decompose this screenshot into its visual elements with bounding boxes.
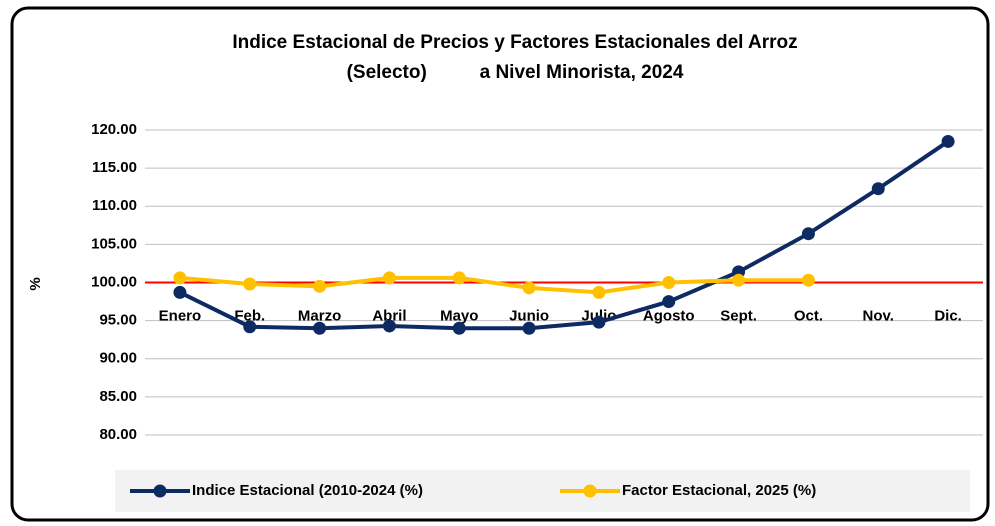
y-tick-label: 90.00 [99,350,137,367]
x-tick-label: Nov. [863,307,894,324]
point [662,276,676,289]
x-tick-label: Feb. [234,307,265,324]
point [452,321,466,335]
x-tick-label: Mayo [440,307,478,324]
point [941,134,955,148]
point [871,182,885,196]
x-tick-label: Junio [509,307,549,324]
chart-title: Indice Estacional de Precios y Factores … [232,32,797,53]
point [592,315,606,329]
x-tick-label: Marzo [298,307,341,324]
point [243,277,257,291]
y-tick-label: 110.00 [92,197,137,214]
y-tick-label: 115.00 [92,159,137,176]
point [382,271,396,285]
y-tick-label: 85.00 [99,388,137,405]
legend [115,470,970,512]
legend-label: Factor Estacional, 2025 (%) [622,482,816,499]
x-tick-label: Oct. [794,307,823,324]
y-tick-label: 120.00 [91,121,137,138]
point [173,285,187,299]
point [452,271,466,285]
y-tick-label: 95.00 [99,312,137,329]
x-tick-label: Enero [159,307,202,324]
point [801,227,815,241]
x-tick-label: Abril [372,307,406,324]
point [313,321,327,335]
point [382,319,396,333]
chart-title: (Selecto) a Nivel Minorista, 2024 [347,62,684,83]
legend-marker [583,484,597,498]
point [243,320,257,334]
point [522,321,536,335]
y-axis-label: % [27,277,44,290]
y-tick-label: 105.00 [91,235,137,252]
point [592,285,606,299]
series-line [179,275,809,295]
x-tick-label: Agosto [643,307,695,324]
point [313,279,327,293]
x-tick-label: Sept. [720,307,757,324]
point [522,281,536,295]
legend-label: Indice Estacional (2010-2024 (%) [192,482,423,499]
point [173,271,187,285]
point [732,273,746,287]
point [801,273,815,287]
point [662,295,676,309]
y-tick-label: 80.00 [99,426,137,443]
chart-border [10,6,990,522]
series-line [179,139,950,331]
x-tick-label: Dic. [934,307,962,324]
y-tick-label: 100.00 [91,273,137,290]
legend-marker [153,484,167,498]
